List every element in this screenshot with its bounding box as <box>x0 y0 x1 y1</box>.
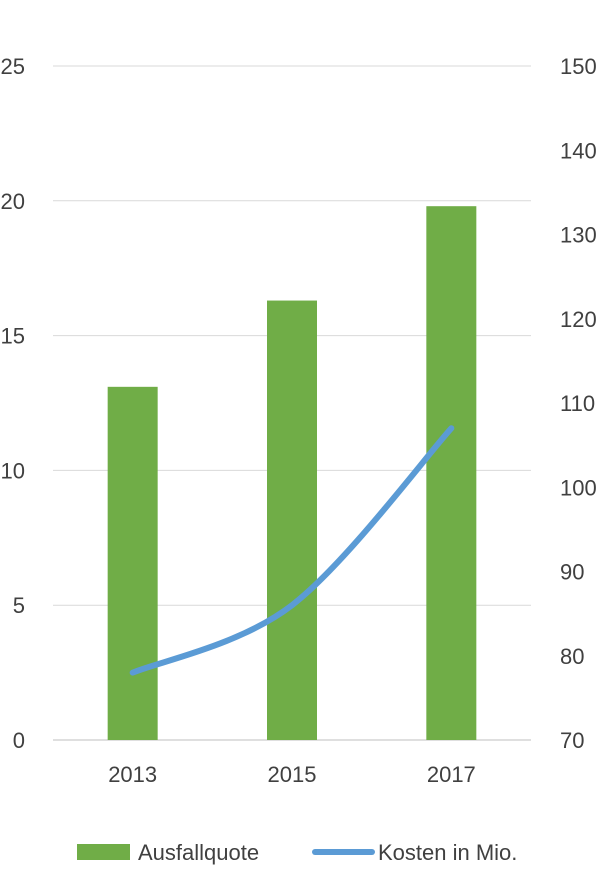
left-tick-label: 25 <box>1 54 25 79</box>
legend-label-ausfallquote: Ausfallquote <box>138 840 259 865</box>
x-tick-label: 2013 <box>108 762 157 787</box>
x-tick-label: 2017 <box>427 762 476 787</box>
left-tick-label: 15 <box>1 324 25 349</box>
x-axis-ticks: 2013 2015 2017 <box>108 762 476 787</box>
right-tick-label: 120 <box>560 307 597 332</box>
left-tick-label: 10 <box>1 458 25 483</box>
legend-label-kosten: Kosten in Mio. <box>378 840 517 865</box>
right-tick-label: 140 <box>560 138 597 163</box>
bar-2017 <box>426 206 477 740</box>
right-tick-label: 90 <box>560 560 584 585</box>
left-tick-label: 5 <box>13 593 25 618</box>
left-tick-label: 0 <box>13 728 25 753</box>
right-tick-label: 70 <box>560 728 584 753</box>
right-tick-label: 100 <box>560 475 597 500</box>
left-tick-label: 20 <box>1 189 25 214</box>
legend-swatch-ausfallquote <box>77 844 130 860</box>
bar-2013 <box>107 386 158 740</box>
right-axis-ticks: 70 80 90 100 110 120 130 140 150 <box>560 54 597 753</box>
left-axis-ticks: 0 5 10 15 20 25 <box>1 54 25 753</box>
right-tick-label: 150 <box>560 54 597 79</box>
legend: Ausfallquote Kosten in Mio. <box>77 840 517 865</box>
right-tick-label: 80 <box>560 644 584 669</box>
bar-series <box>107 206 477 740</box>
bar-2015 <box>267 300 317 740</box>
line-kosten <box>129 425 455 676</box>
right-tick-label: 110 <box>560 391 595 416</box>
x-tick-label: 2015 <box>268 762 317 787</box>
line-series <box>129 425 455 676</box>
right-tick-label: 130 <box>560 223 597 248</box>
